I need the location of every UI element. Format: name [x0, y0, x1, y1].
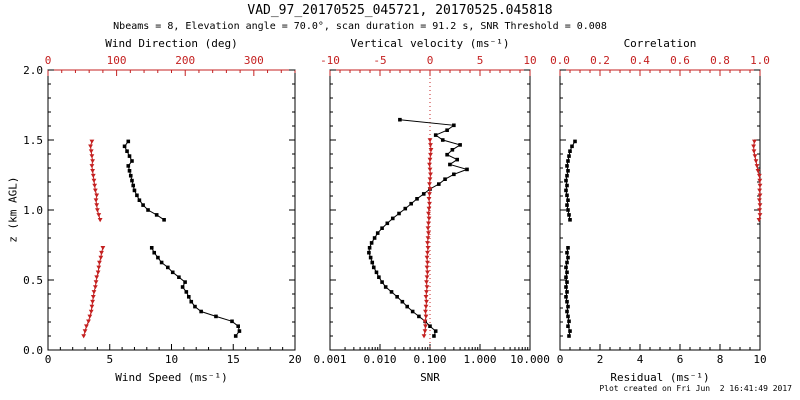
- axis-title-wind-speed: Wind Speed (ms⁻¹): [115, 371, 228, 384]
- svg-text:0.8: 0.8: [710, 54, 730, 67]
- svg-text:5: 5: [106, 353, 113, 366]
- svg-text:0.010: 0.010: [363, 353, 396, 366]
- axis-title-vertical-velocity: Vertical velocity (ms⁻¹): [350, 37, 510, 50]
- svg-text:200: 200: [175, 54, 195, 67]
- series-wind-speed: [122, 139, 242, 338]
- svg-text:4: 4: [637, 353, 644, 366]
- svg-text:100: 100: [107, 54, 127, 67]
- svg-text:8: 8: [717, 353, 724, 366]
- svg-text:0: 0: [45, 54, 52, 67]
- svg-text:5: 5: [477, 54, 484, 67]
- svg-text:15: 15: [227, 353, 240, 366]
- svg-text:1.0: 1.0: [23, 204, 43, 217]
- plot-timestamp: Plot created on Fri Jun 2 16:41:49 2017: [599, 384, 792, 393]
- plot-subtitle: Nbeams = 8, Elevation angle = 70.0°, sca…: [113, 21, 607, 32]
- series-wind-direction: [81, 139, 106, 339]
- axis-title-residual: Residual (ms⁻¹): [610, 371, 710, 384]
- svg-text:10: 10: [523, 54, 536, 67]
- svg-text:2.0: 2.0: [23, 64, 43, 77]
- svg-text:0.0: 0.0: [23, 344, 43, 357]
- svg-text:-10: -10: [320, 54, 340, 67]
- svg-text:0: 0: [45, 353, 52, 366]
- series-correlation: [751, 139, 763, 223]
- svg-text:1.0: 1.0: [750, 54, 770, 67]
- svg-text:10: 10: [165, 353, 178, 366]
- panel-snr: 0.001 0.010 0.100 1.000 10.000 -10 -5 0 5 10: [313, 54, 549, 366]
- svg-text:2: 2: [597, 353, 604, 366]
- svg-text:10.000: 10.000: [510, 353, 550, 366]
- series-residual: [564, 139, 577, 338]
- svg-text:1.000: 1.000: [463, 353, 496, 366]
- series-snr: [367, 117, 469, 338]
- svg-text:1.5: 1.5: [23, 134, 43, 147]
- svg-text:0.100: 0.100: [413, 353, 446, 366]
- svg-text:300: 300: [244, 54, 264, 67]
- svg-text:0.001: 0.001: [313, 353, 346, 366]
- plot-title: VAD_97_20170525_045721, 20170525.045818: [247, 3, 553, 18]
- axis-title-correlation: Correlation: [623, 37, 697, 50]
- svg-text:20: 20: [288, 353, 301, 366]
- svg-text:0.0: 0.0: [550, 54, 570, 67]
- svg-text:10: 10: [753, 353, 766, 366]
- series-vertical-velocity: [421, 138, 434, 339]
- svg-text:0.6: 0.6: [670, 54, 690, 67]
- axis-title-z: z (km AGL): [6, 176, 20, 243]
- svg-text:0: 0: [427, 54, 434, 67]
- svg-text:0.4: 0.4: [630, 54, 650, 67]
- svg-text:0.5: 0.5: [23, 274, 43, 287]
- svg-text:0.2: 0.2: [590, 54, 610, 67]
- svg-text:-5: -5: [373, 54, 386, 67]
- svg-text:0: 0: [557, 353, 564, 366]
- panel-residual: 0 2 4 6 8 10 0.0 0.2 0.4 0.6 0.8 1.0: [550, 54, 770, 366]
- axis-title-snr: SNR: [420, 371, 440, 384]
- axis-title-wind-direction: Wind Direction (deg): [105, 37, 238, 50]
- svg-text:6: 6: [677, 353, 684, 366]
